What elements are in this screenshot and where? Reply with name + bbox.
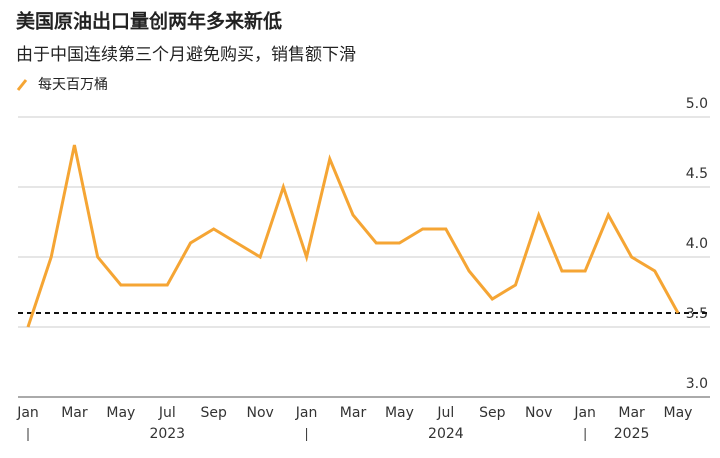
x-tick-label: Nov bbox=[525, 405, 552, 421]
data-line bbox=[26, 144, 680, 328]
y-tick-label: 3.0 bbox=[686, 376, 708, 392]
x-tick-label: Nov bbox=[246, 405, 273, 421]
x-tick-label: Mar bbox=[340, 405, 367, 421]
y-tick-label: 5.0 bbox=[686, 96, 708, 112]
x-tick-label: Jan bbox=[573, 405, 596, 421]
x-tick-label: Mar bbox=[61, 405, 88, 421]
year-label: 2023 bbox=[149, 426, 185, 442]
legend-label: 每天百万桶 bbox=[38, 77, 108, 93]
x-tick-label: May bbox=[106, 405, 135, 421]
chart-title: 美国原油出口量创两年多来新低 bbox=[16, 10, 282, 33]
legend-swatch bbox=[16, 79, 28, 91]
x-tick-label: Jan bbox=[295, 405, 318, 421]
x-tick-label: Jul bbox=[158, 405, 176, 421]
year-label: 2024 bbox=[428, 426, 464, 442]
x-tick-label: Sep bbox=[201, 405, 228, 421]
year-label: 2025 bbox=[614, 426, 650, 442]
x-tick-label: Jul bbox=[436, 405, 454, 421]
x-tick-label: Sep bbox=[479, 405, 506, 421]
x-tick-label: Mar bbox=[618, 405, 645, 421]
x-tick-label: May bbox=[385, 405, 414, 421]
y-tick-label: 4.5 bbox=[686, 166, 708, 182]
chart-subtitle: 由于中国连续第三个月避免购买，销售额下滑 bbox=[16, 45, 356, 65]
x-tick-label: Jan bbox=[16, 405, 39, 421]
y-tick-label: 4.0 bbox=[686, 236, 708, 252]
x-tick-label: May bbox=[664, 405, 693, 421]
